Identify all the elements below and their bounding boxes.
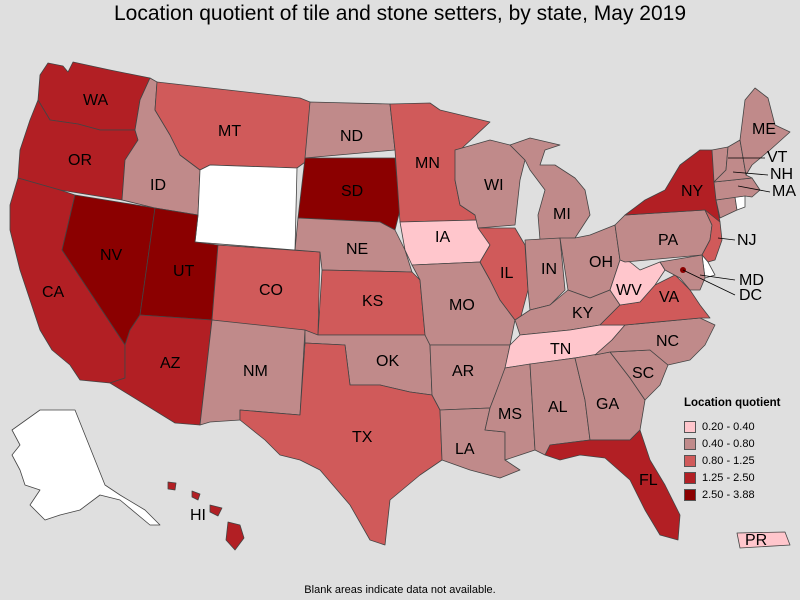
legend-label: 0.80 - 1.25: [702, 454, 755, 467]
state-ak[interactable]: [11, 409, 161, 526]
label-leader-lines: [682, 157, 771, 296]
legend: Location quotient 0.20 - 0.40 0.40 - 0.8…: [684, 397, 796, 503]
state-tx[interactable]: [239, 342, 443, 546]
state-ia[interactable]: [399, 219, 491, 266]
state-wa[interactable]: [37, 61, 151, 131]
map-title: Location quotient of tile and stone sett…: [113, 2, 687, 25]
state-hi-oahu[interactable]: [191, 490, 201, 501]
legend-swatch: [684, 471, 696, 484]
legend-title: Location quotient: [684, 397, 781, 409]
footnote: Blank areas indicate data not available.: [304, 584, 496, 596]
state-ct[interactable]: [715, 196, 738, 219]
state-pa[interactable]: [614, 209, 713, 263]
state-ri[interactable]: [734, 195, 746, 211]
legend-swatch: [684, 488, 696, 501]
state-nc[interactable]: [594, 317, 716, 366]
legend-item: 0.40 - 0.80: [684, 435, 796, 452]
state-nd[interactable]: [304, 101, 396, 159]
legend-item: 0.20 - 0.40: [684, 418, 796, 435]
legend-item: 0.80 - 1.25: [684, 452, 796, 469]
state-hi-maui[interactable]: [209, 504, 223, 517]
legend-swatch: [684, 454, 696, 467]
state-ks[interactable]: [317, 269, 426, 336]
state-nm[interactable]: [199, 319, 306, 426]
state-pr[interactable]: [736, 531, 791, 549]
state-hi-group: [167, 481, 245, 551]
legend-swatch: [684, 437, 696, 450]
state-fl[interactable]: [544, 429, 681, 541]
state-wi[interactable]: [454, 139, 526, 229]
legend-label: 1.25 - 2.50: [702, 471, 755, 484]
legend-swatch: [684, 420, 696, 433]
legend-label: 0.40 - 0.80: [702, 437, 755, 450]
state-wy[interactable]: [194, 164, 298, 251]
state-hi-kauai[interactable]: [167, 481, 177, 491]
legend-label: 0.20 - 0.40: [702, 420, 755, 433]
state-hi[interactable]: [225, 521, 245, 551]
legend-item: 1.25 - 2.50: [684, 469, 796, 486]
state-me[interactable]: [739, 87, 791, 176]
legend-label: 2.50 - 3.88: [702, 488, 755, 501]
legend-item: 2.50 - 3.88: [684, 486, 796, 503]
state-mi[interactable]: [509, 137, 591, 241]
